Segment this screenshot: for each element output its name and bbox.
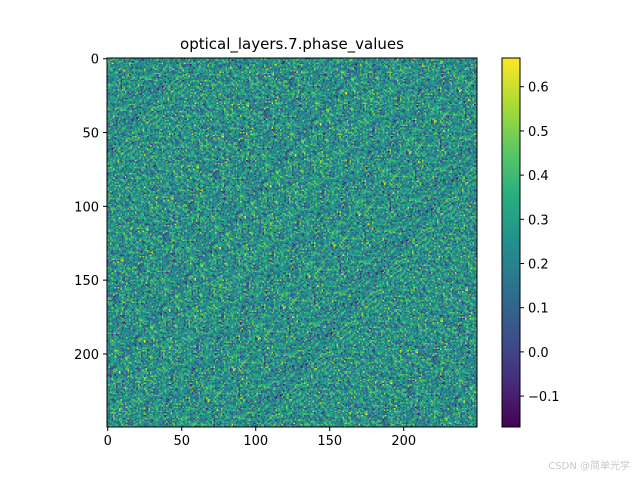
colorbar-tick-label: 0.0 (528, 346, 549, 361)
x-tick-label: 50 (173, 434, 190, 449)
colorbar-tick-label: 0.2 (528, 257, 549, 272)
colorbar-tick-label: 0.1 (528, 302, 549, 317)
y-tick-label: 100 (74, 200, 99, 215)
colorbar-tick-label: 0.5 (528, 125, 549, 140)
y-tick-label: 0 (91, 53, 99, 68)
y-tick-label: 50 (82, 127, 99, 142)
heatmap-image (107, 58, 477, 427)
y-tick-label: 200 (74, 348, 99, 363)
x-tick-label: 200 (391, 434, 416, 449)
watermark-text: CSDN @简单光学 (548, 461, 630, 472)
colorbar-tick-label: 0.4 (528, 169, 549, 184)
x-tick-label: 0 (104, 434, 112, 449)
chart-title: optical_layers.7.phase_values (180, 35, 404, 54)
x-tick-label: 100 (243, 434, 268, 449)
x-tick-label: 150 (317, 434, 342, 449)
y-tick-label: 150 (74, 274, 99, 289)
colorbar-tick-label: 0.3 (528, 213, 549, 228)
colorbar-tick-label: 0.6 (528, 81, 549, 96)
colorbar-tick-label: −0.1 (528, 390, 560, 405)
plot-frame (106, 57, 478, 428)
colorbar (501, 57, 521, 428)
